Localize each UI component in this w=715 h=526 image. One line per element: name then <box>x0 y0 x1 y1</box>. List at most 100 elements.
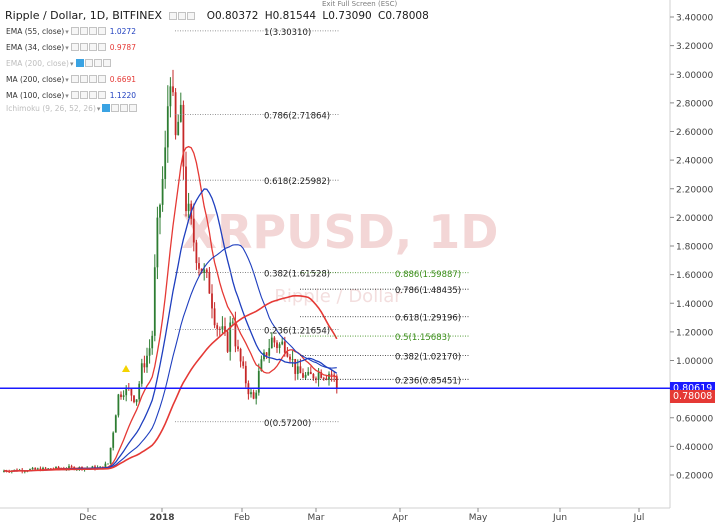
eye-icon[interactable] <box>70 27 79 35</box>
candle-body <box>185 166 187 212</box>
candle-body <box>31 467 34 470</box>
fib-minor-level-label: 0.5(1.15683) <box>395 333 450 343</box>
study-value: 0.9787 <box>109 43 136 52</box>
candle-body <box>166 106 169 148</box>
candle-body <box>294 358 297 374</box>
close-icon[interactable] <box>88 91 97 99</box>
candle-body <box>231 321 234 323</box>
close-icon[interactable] <box>88 75 97 83</box>
candle-body <box>107 463 109 465</box>
y-axis-tick-label: 1.20000 <box>676 328 713 338</box>
settings-icon[interactable] <box>79 43 88 51</box>
candle-body <box>101 466 104 468</box>
eye-icon[interactable] <box>169 12 178 20</box>
eye-icon[interactable] <box>70 43 79 51</box>
more-icon[interactable] <box>97 75 106 83</box>
candle-body <box>221 326 224 330</box>
candle-body <box>255 392 258 399</box>
ohlc-high: H0.81544 <box>264 10 317 22</box>
candle-body <box>226 331 229 352</box>
candle-body <box>250 392 252 395</box>
study-row[interactable]: EMA (55, close)▾ 1.0272 <box>6 27 136 36</box>
candle-body <box>296 366 299 374</box>
candle-body <box>242 361 245 366</box>
candle-body <box>224 326 226 332</box>
ohlc-open: O0.80372 <box>206 10 259 22</box>
study-label: MA (100, close) <box>6 91 65 100</box>
chevron-down-icon[interactable]: ▾ <box>65 92 69 100</box>
chevron-down-icon[interactable]: ▾ <box>65 28 69 36</box>
candle-body <box>104 463 107 468</box>
candle-body <box>182 104 185 167</box>
candle-body <box>34 467 37 470</box>
ohlc-close: C0.78008 <box>378 10 429 22</box>
close-icon[interactable] <box>93 59 102 67</box>
y-axis-tick-label: 1.00000 <box>676 357 713 367</box>
study-label: EMA (55, close) <box>6 27 65 36</box>
y-axis-tick-label: 0.60000 <box>676 414 713 424</box>
fib-major-level-label: 0.618(2.25982) <box>264 177 330 187</box>
more-icon[interactable] <box>97 91 106 99</box>
study-row[interactable]: EMA (34, close)▾ 0.9787 <box>6 43 136 52</box>
close-icon[interactable] <box>187 12 196 20</box>
close-icon[interactable] <box>88 27 97 35</box>
eye-icon[interactable] <box>70 91 79 99</box>
y-axis-tick-label: 3.40000 <box>676 14 713 24</box>
candle-body <box>169 86 172 107</box>
candle-body <box>213 308 216 326</box>
chevron-down-icon[interactable]: ▾ <box>65 44 69 52</box>
study-row[interactable]: Ichimoku (9, 26, 52, 26)▾ <box>6 104 141 113</box>
eye-icon[interactable] <box>70 75 79 83</box>
candle-body <box>229 322 232 352</box>
more-icon[interactable] <box>129 104 138 112</box>
candle-body <box>117 394 120 416</box>
study-label: EMA (200, close) <box>6 59 69 68</box>
more-icon[interactable] <box>97 43 106 51</box>
more-icon[interactable] <box>97 27 106 35</box>
fib-minor-level-label: 0.236(0.85451) <box>395 376 461 386</box>
candle-body <box>36 468 39 470</box>
y-axis-tick-label: 3.20000 <box>676 42 713 52</box>
x-axis-tick-label: Jul <box>633 513 645 523</box>
chevron-down-icon[interactable]: ▾ <box>65 76 69 84</box>
fib-major-level-label: 0.786(2.71864) <box>264 112 330 122</box>
settings-icon[interactable] <box>79 91 88 99</box>
candle-body <box>325 378 328 380</box>
settings-icon[interactable] <box>84 59 93 67</box>
chevron-down-icon[interactable]: ▾ <box>69 60 74 68</box>
settings-icon[interactable] <box>79 75 88 83</box>
candle-body <box>159 204 161 218</box>
candle-body <box>138 383 141 400</box>
eye-icon[interactable] <box>75 59 84 67</box>
chevron-down-icon[interactable]: ▾ <box>96 105 101 113</box>
settings-icon[interactable] <box>79 27 88 35</box>
close-icon[interactable] <box>88 43 97 51</box>
watermark-symbol: XRPUSD, 1D <box>182 205 499 259</box>
fib-minor-level-label: 0.382(1.02170) <box>395 352 461 362</box>
study-row[interactable]: MA (200, close)▾ 0.6691 <box>6 75 136 84</box>
candle-body <box>218 328 221 330</box>
settings-icon[interactable] <box>111 104 120 112</box>
x-axis-tick-label: Mar <box>308 513 325 523</box>
candle-body <box>125 387 128 396</box>
y-axis-tick-label: 1.80000 <box>676 243 713 253</box>
candle-body <box>307 371 310 375</box>
candle-body <box>278 344 281 349</box>
study-row[interactable]: MA (100, close)▾ 1.1220 <box>6 91 136 100</box>
exit-fullscreen-button[interactable]: Exit Full Screen (ESC) <box>322 0 398 8</box>
candle-body <box>273 337 276 343</box>
y-axis-tick-label: 2.40000 <box>676 157 713 167</box>
close-icon[interactable] <box>120 104 129 112</box>
symbol-title[interactable]: Ripple / Dollar, 1D, BITFINEX <box>5 9 163 22</box>
settings-icon[interactable] <box>178 12 187 20</box>
study-value: 0.6691 <box>109 75 137 84</box>
study-row[interactable]: EMA (200, close)▾ <box>6 59 115 68</box>
candle-body <box>140 363 143 384</box>
candle-body <box>283 341 286 353</box>
more-icon[interactable] <box>102 59 111 67</box>
header-icons[interactable] <box>169 10 196 22</box>
candle-body <box>130 388 133 396</box>
eye-icon[interactable] <box>102 104 111 112</box>
